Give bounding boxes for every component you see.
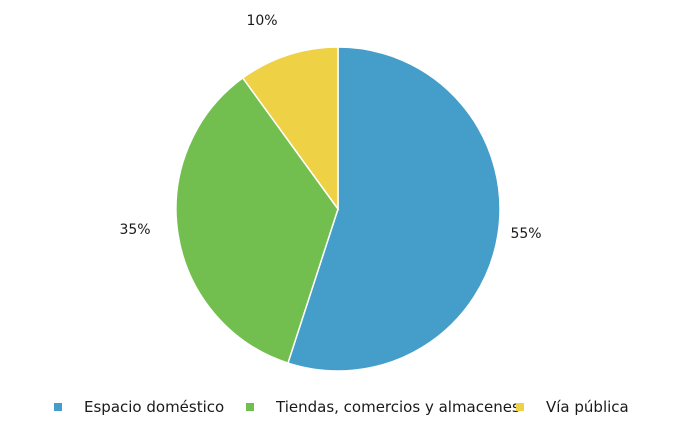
legend-swatch-via-publica xyxy=(516,403,524,411)
pie-slice-tiendas xyxy=(175,76,339,365)
data-labels: 55% 35% 10% xyxy=(119,13,541,242)
legend-label-via-publica: Vía pública xyxy=(546,398,629,416)
legend-item-tiendas: Tiendas, comercios y almacenes xyxy=(246,396,520,418)
legend: Espacio doméstico Tiendas, comercios y a… xyxy=(0,396,679,418)
data-label-espacio-domestico: 55% xyxy=(510,226,541,242)
legend-swatch-espacio-domestico xyxy=(54,403,62,411)
data-label-tiendas: 35% xyxy=(119,222,150,238)
legend-label-espacio-domestico: Espacio doméstico xyxy=(84,398,225,416)
pie-slice-via-publica xyxy=(241,46,339,212)
legend-item-espacio-domestico: Espacio doméstico xyxy=(54,396,224,418)
legend-item-via-publica: Vía pública xyxy=(516,396,629,418)
pie-slices xyxy=(175,46,501,372)
legend-swatch-tiendas xyxy=(246,403,254,411)
data-label-via-publica: 10% xyxy=(246,13,277,29)
legend-label-tiendas: Tiendas, comercios y almacenes xyxy=(276,398,520,416)
pie-slice-espacio-domestico xyxy=(286,46,501,372)
